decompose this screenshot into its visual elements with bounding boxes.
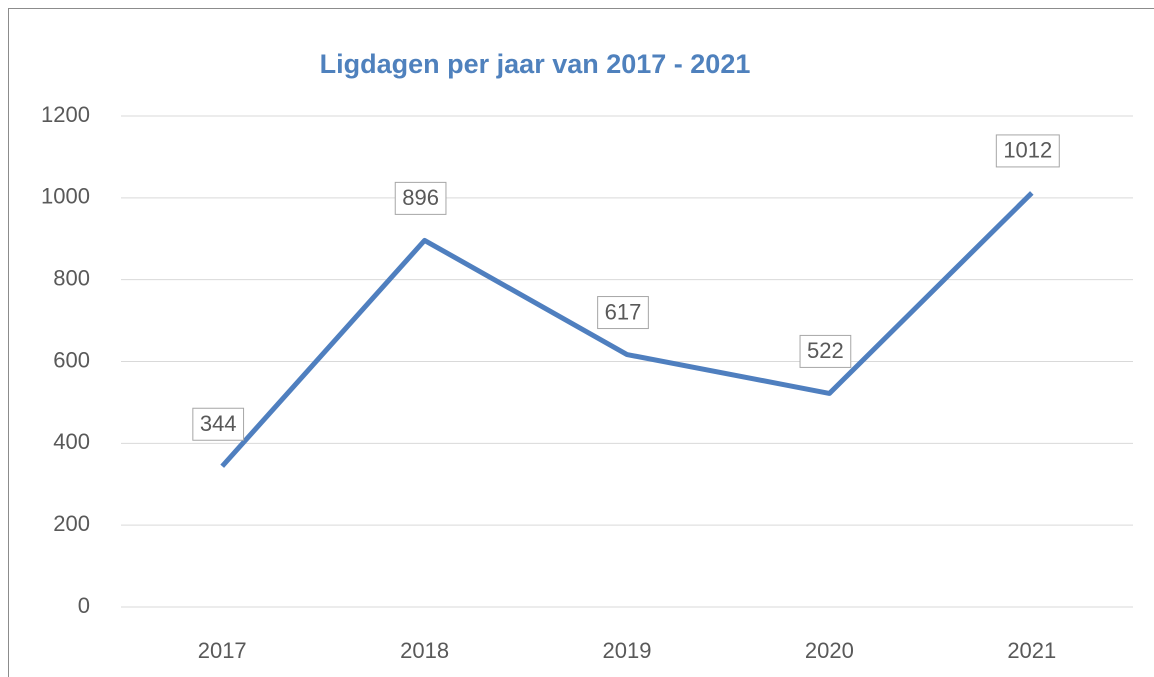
chart-border bbox=[8, 8, 1154, 677]
y-tick-label: 600 bbox=[53, 347, 90, 372]
data-label-box bbox=[394, 181, 447, 215]
x-tick-label: 2017 bbox=[198, 638, 247, 663]
data-label: 617 bbox=[605, 299, 642, 324]
y-tick-label: 400 bbox=[53, 429, 90, 454]
x-tick-label: 2018 bbox=[400, 638, 449, 663]
line-series bbox=[220, 191, 1034, 468]
chart-title: Ligdagen per jaar van 2017 - 2021 bbox=[320, 49, 751, 79]
x-tick-label: 2021 bbox=[1007, 638, 1056, 663]
x-tick-label: 2019 bbox=[603, 638, 652, 663]
data-label: 522 bbox=[807, 338, 844, 363]
y-tick-label: 1000 bbox=[41, 184, 90, 209]
data-label-box bbox=[799, 334, 852, 368]
data-label-box bbox=[995, 134, 1060, 168]
y-tick-label: 200 bbox=[53, 511, 90, 536]
data-label-box bbox=[597, 296, 649, 330]
y-tick-label: 800 bbox=[53, 265, 90, 290]
data-label-box bbox=[192, 407, 245, 441]
data-label: 896 bbox=[402, 185, 439, 210]
data-label: 344 bbox=[200, 411, 237, 436]
data-label: 1012 bbox=[1003, 138, 1052, 163]
y-tick-label: 0 bbox=[78, 593, 90, 618]
y-tick-label: 1200 bbox=[41, 102, 90, 127]
x-tick-label: 2020 bbox=[805, 638, 854, 663]
